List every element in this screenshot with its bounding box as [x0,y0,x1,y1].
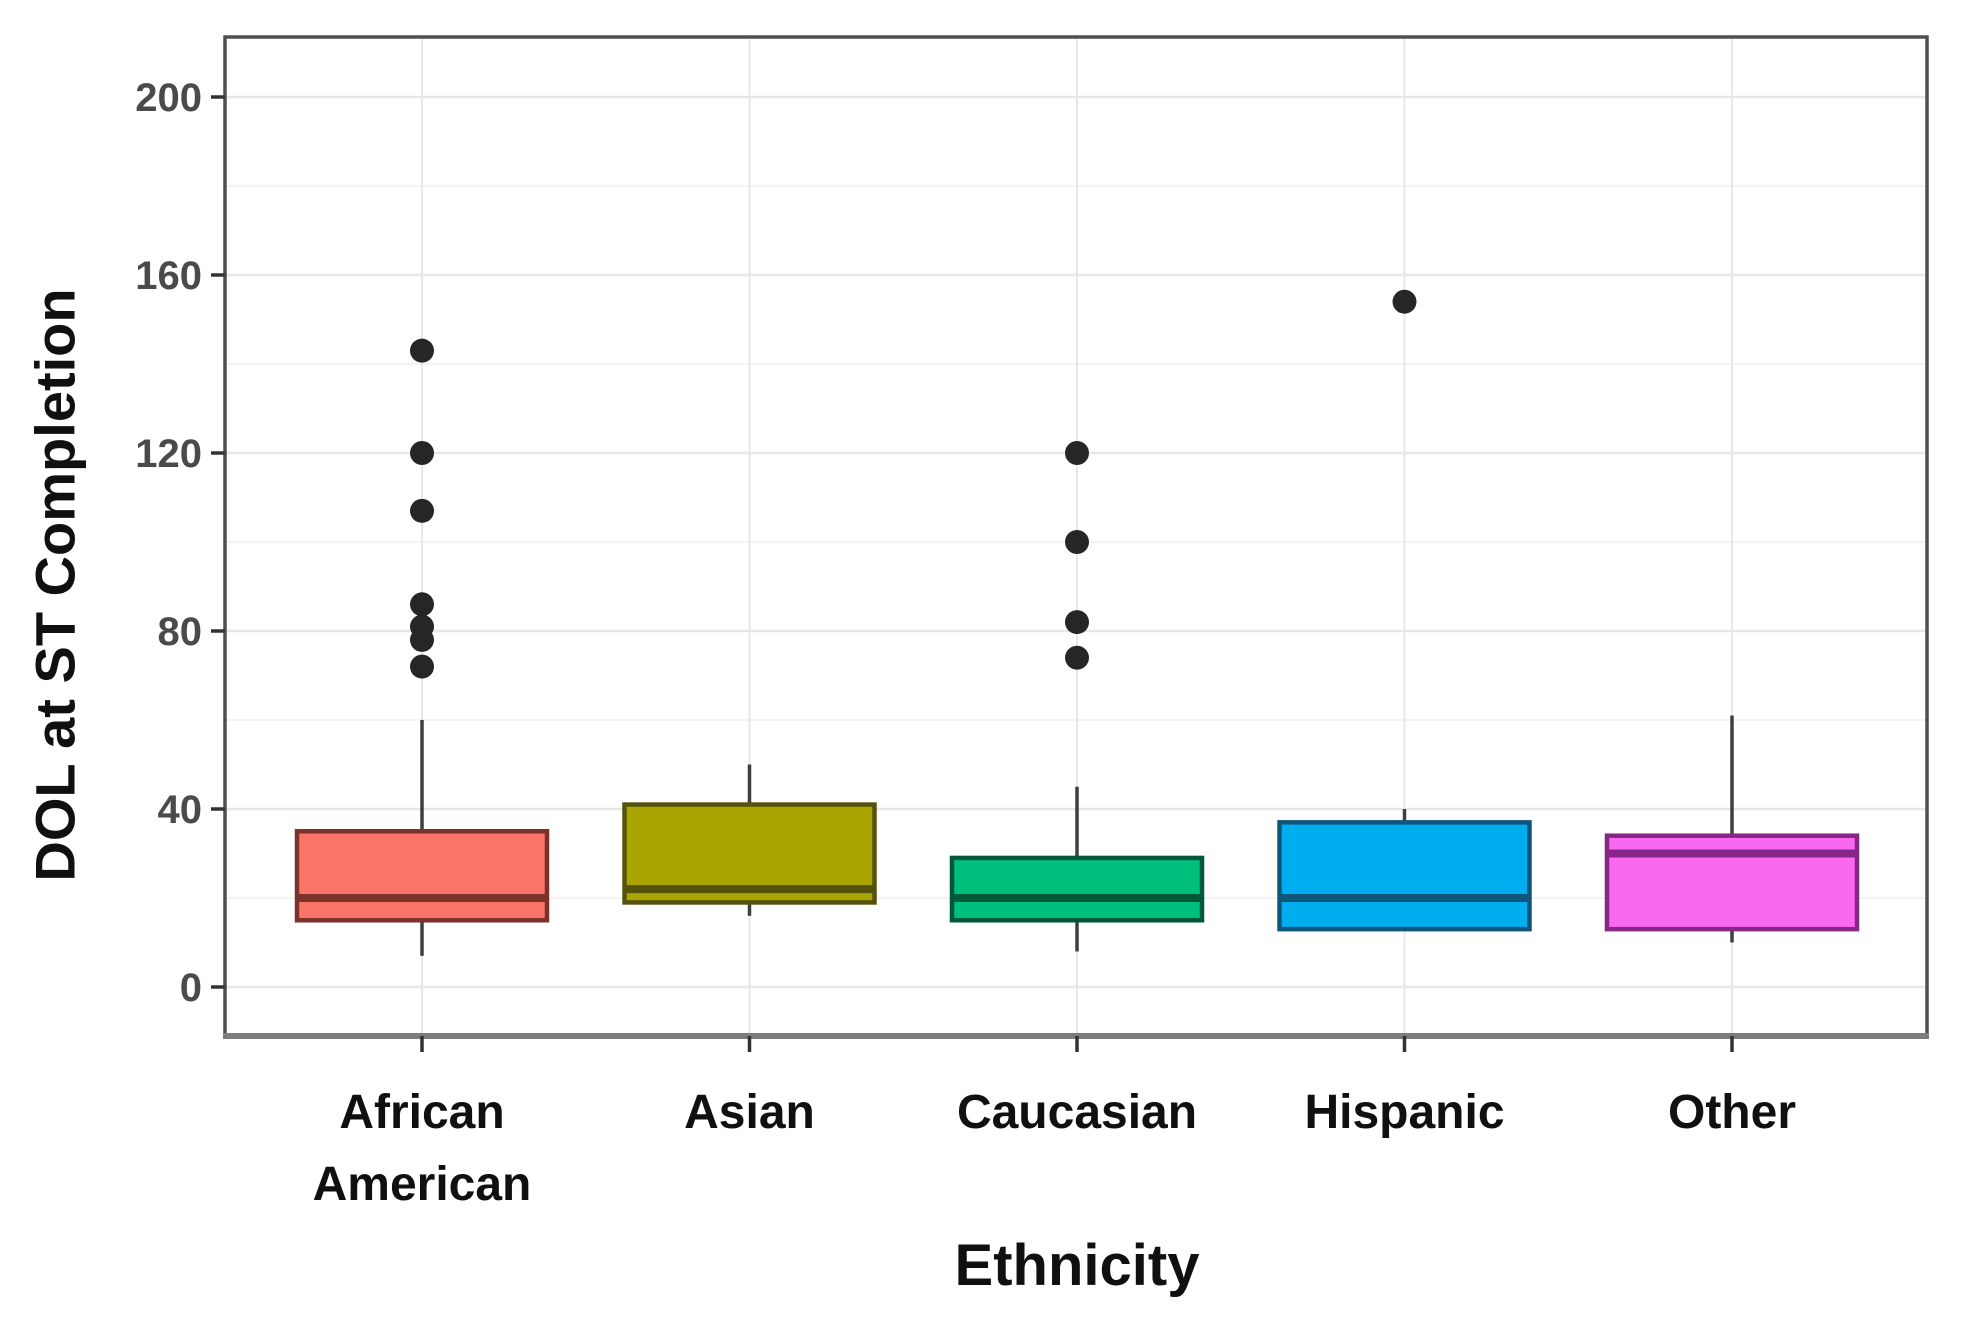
outlier-african-american-120 [410,441,434,465]
outlier-african-american-86 [410,592,434,617]
x-tick-label-african-american: African American [313,1086,532,1211]
outlier-african-american-107 [410,498,434,523]
y-axis-title: DOL at ST Completion [23,288,87,882]
outlier-african-american-72 [410,654,434,679]
x-tick-label-other: Other [1668,1086,1796,1139]
y-tick-label-40: 40 [158,788,203,832]
box-african-american [294,829,550,923]
x-axis-title: Ethnicity [954,1233,1200,1298]
y-tick-label-0: 0 [180,966,202,1010]
y-tick-label-80: 80 [158,610,203,654]
outlier-african-american-143 [410,338,434,363]
y-tick-label-160: 160 [135,254,202,298]
outlier-caucasian-120 [1065,441,1089,465]
x-tick-label-asian: Asian [684,1086,815,1139]
box-caucasian [949,855,1205,923]
outlier-african-american-81 [410,614,434,639]
outlier-caucasian-74 [1065,645,1089,670]
x-tick-label-hispanic: Hispanic [1304,1086,1504,1139]
y-tick-label-120: 120 [135,432,202,476]
outlier-caucasian-82 [1065,610,1089,635]
outlier-hispanic-154 [1392,289,1417,314]
box-hispanic [1277,820,1532,932]
y-tick-label-200: 200 [135,76,202,120]
x-tick-label-caucasian: Caucasian [957,1086,1197,1139]
outlier-caucasian-100 [1065,530,1089,554]
